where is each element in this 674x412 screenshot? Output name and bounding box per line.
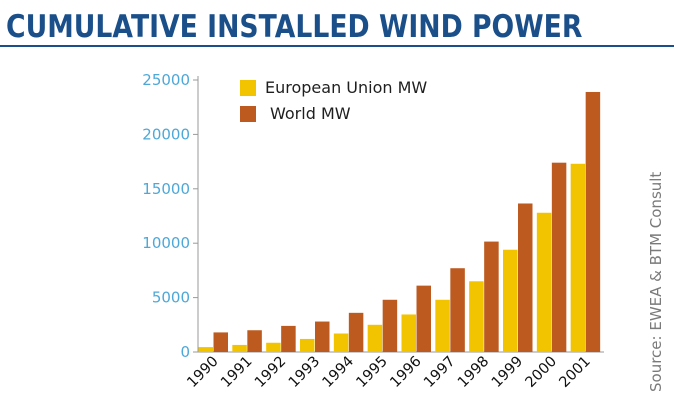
eu-bar	[536, 212, 552, 352]
legend-swatch	[240, 80, 256, 96]
world-bar	[247, 330, 262, 352]
world-bar	[585, 91, 601, 352]
legend-label: European Union MW	[265, 78, 427, 97]
world-bar	[382, 299, 398, 352]
y-tick-label: 5000	[152, 289, 190, 307]
x-tick-label: 2001	[557, 354, 594, 391]
x-tick-label: 2000	[523, 354, 560, 391]
world-bar	[348, 312, 364, 352]
x-tick-label: 1993	[286, 354, 323, 391]
x-axis-labels: 1990199119921993199419951996199719981999…	[184, 354, 594, 391]
x-tick-label: 1998	[455, 354, 492, 391]
eu-bar	[300, 338, 315, 352]
eu-bar	[469, 281, 484, 352]
x-tick-label: 1995	[354, 354, 391, 391]
eu-bar	[367, 324, 383, 352]
world-bar	[484, 241, 499, 352]
y-axis-ticks: 0 5000 10000 15000 20000 25000	[142, 71, 198, 361]
eu-bar	[333, 333, 349, 352]
world-bar	[551, 162, 567, 352]
x-tick-label: 1992	[252, 354, 289, 391]
world-bar	[450, 268, 465, 352]
world-bar	[416, 285, 431, 352]
world-bar	[213, 332, 228, 352]
x-tick-label: 1994	[320, 354, 357, 391]
eu-bar	[401, 314, 416, 352]
y-tick-label: 15000	[142, 180, 190, 198]
world-bar	[281, 325, 296, 352]
y-tick-label: 25000	[142, 71, 190, 89]
x-tick-label: 1996	[387, 354, 424, 391]
title-underline	[0, 45, 674, 47]
eu-bar	[570, 163, 586, 352]
eu-bar	[266, 342, 281, 352]
world-bar	[315, 321, 330, 352]
y-tick-label: 0	[180, 343, 190, 361]
legend-swatch	[240, 106, 256, 122]
eu-bar	[232, 344, 247, 352]
eu-bar	[198, 347, 213, 352]
y-tick-label: 10000	[142, 234, 190, 252]
eu-bar	[503, 249, 518, 352]
source-note: Source: EWEA & BTM Consult	[647, 171, 665, 392]
eu-bar	[435, 299, 450, 352]
chart-title: CUMULATIVE INSTALLED WIND POWER	[6, 9, 583, 45]
x-tick-label: 1991	[218, 354, 255, 391]
bars	[198, 91, 601, 352]
world-bar	[518, 203, 533, 352]
x-tick-label: 1997	[421, 354, 458, 391]
x-tick-label: 1999	[489, 354, 526, 391]
legend: European Union MW World MW	[240, 78, 427, 123]
y-tick-label: 20000	[142, 125, 190, 143]
legend-label: World MW	[270, 104, 351, 123]
